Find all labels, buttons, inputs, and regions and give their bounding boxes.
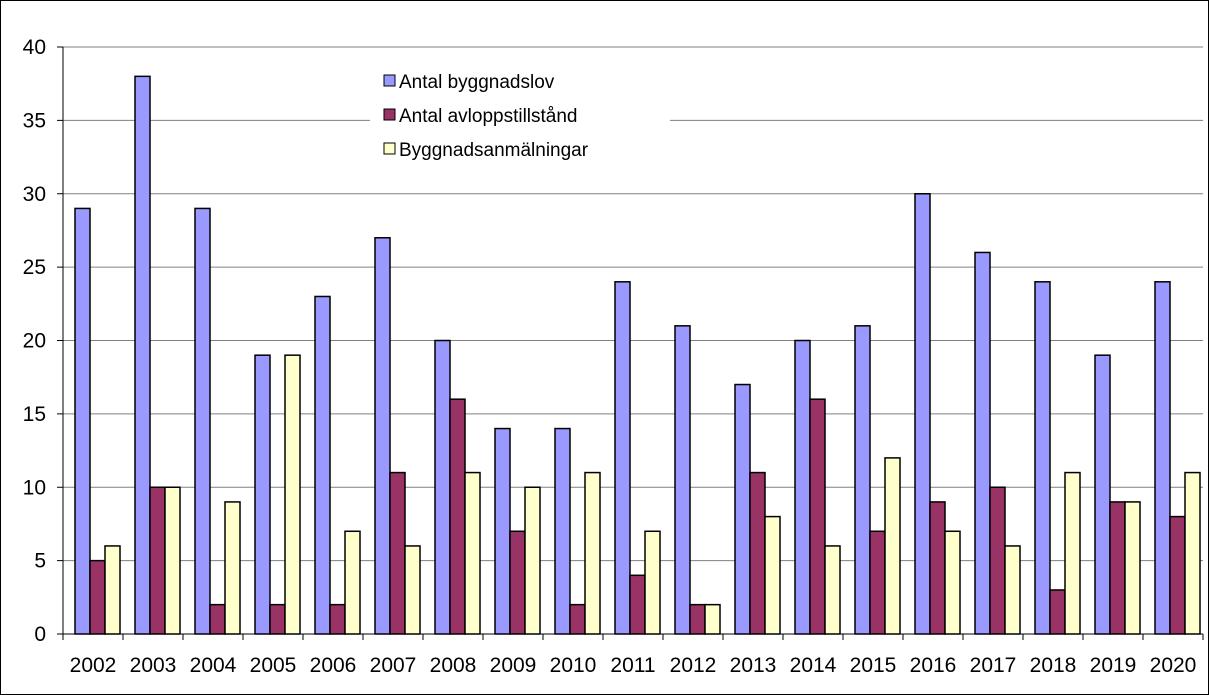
bar-2009-series-1	[509, 530, 526, 635]
bar-2017-series-1	[989, 486, 1006, 635]
x-tick-label: 2007	[370, 654, 417, 677]
x-tick-label: 2012	[670, 654, 717, 677]
y-tick-label: 20	[23, 330, 46, 353]
bar-2019-series-2	[1124, 501, 1141, 635]
x-tick-label: 2011	[610, 654, 655, 677]
bars	[74, 75, 1201, 635]
bar-2008-series-0	[434, 339, 451, 635]
x-tick-label: 2005	[250, 654, 297, 677]
x-tick-label: 2015	[850, 654, 897, 677]
y-tick-label: 35	[23, 109, 46, 132]
bar-2009-series-0	[494, 427, 511, 635]
bar-2016-series-0	[914, 193, 931, 635]
bar-2011-series-1	[629, 574, 646, 635]
bar-2002-series-0	[74, 207, 91, 635]
bar-2007-series-1	[389, 471, 406, 635]
bar-2011-series-0	[614, 281, 631, 635]
bar-2006-series-2	[344, 530, 361, 635]
bar-2005-series-0	[254, 354, 271, 635]
x-tick-label: 2008	[430, 654, 477, 677]
x-tick-label: 2009	[490, 654, 537, 677]
y-tick-label: 10	[23, 476, 46, 499]
bar-2010-series-2	[584, 471, 601, 635]
bar-2018-series-2	[1064, 471, 1081, 635]
bar-2006-series-1	[329, 603, 346, 635]
bar-2006-series-0	[314, 295, 331, 635]
x-tick-label: 2006	[310, 654, 357, 677]
x-tick-label: 2013	[730, 654, 777, 677]
bar-2010-series-0	[554, 427, 571, 635]
bar-2005-series-1	[269, 603, 286, 635]
bar-2019-series-0	[1094, 354, 1111, 635]
bar-2012-series-1	[689, 603, 706, 635]
bar-2019-series-1	[1109, 501, 1126, 635]
bar-2004-series-2	[224, 501, 241, 635]
bar-2005-series-2	[284, 354, 301, 635]
x-tick-label: 2020	[1150, 654, 1197, 677]
bar-2010-series-1	[569, 603, 586, 635]
bar-2020-series-0	[1154, 281, 1171, 635]
bar-2013-series-1	[749, 471, 766, 635]
x-tick-labels: 2002 2003 2004 2005 2006 2007 2008 2009 2010 2011…	[70, 654, 1197, 677]
y-tick-label: 0	[34, 623, 46, 646]
y-tick-label: 40	[23, 36, 46, 59]
x-tick-label: 2019	[1090, 654, 1137, 677]
bar-2003-series-2	[164, 486, 181, 635]
legend-background	[370, 63, 670, 181]
bar-2017-series-0	[974, 251, 991, 635]
legend: Antal byggnadslov Antal avloppstillstånd B…	[370, 63, 670, 181]
bar-2017-series-2	[1004, 545, 1021, 635]
x-tick-label: 2016	[910, 654, 957, 677]
bar-2016-series-1	[929, 501, 946, 635]
x-tick-label: 2017	[970, 654, 1017, 677]
x-tick-label: 2003	[130, 654, 177, 677]
bar-2014-series-2	[824, 545, 841, 635]
bar-2012-series-2	[704, 603, 721, 635]
legend-label-0: Antal byggnadslov	[399, 72, 555, 93]
x-tick-label: 2002	[70, 654, 117, 677]
legend-label-2: Byggnadsanmälningar	[399, 140, 589, 161]
y-tick-label: 30	[23, 183, 46, 206]
bar-2007-series-0	[374, 237, 391, 635]
bar-2008-series-2	[464, 471, 481, 635]
x-tick-label: 2018	[1030, 654, 1077, 677]
bar-2018-series-0	[1034, 281, 1051, 635]
bar-2002-series-1	[89, 559, 106, 635]
bar-2008-series-1	[449, 398, 466, 635]
bar-2014-series-1	[809, 398, 826, 635]
bar-2012-series-0	[674, 325, 691, 635]
bar-2002-series-2	[104, 545, 121, 635]
bar-2004-series-0	[194, 207, 211, 635]
bar-2018-series-1	[1049, 589, 1066, 635]
bar-2013-series-0	[734, 383, 751, 635]
bar-2020-series-2	[1184, 471, 1201, 635]
x-tick-label: 2010	[550, 654, 597, 677]
y-tick-labels: 0 5 10 15 20 25 30 35 40	[23, 36, 46, 646]
x-tick-label: 2004	[190, 654, 237, 677]
y-tick-label: 5	[34, 550, 46, 573]
x-tick-label: 2014	[790, 654, 837, 677]
bar-2013-series-2	[764, 515, 781, 635]
axes	[57, 46, 1204, 640]
y-tick-label: 25	[23, 256, 46, 279]
legend-swatch-0	[383, 74, 396, 87]
bar-2014-series-0	[794, 339, 811, 635]
bar-2015-series-2	[884, 457, 901, 635]
bar-2007-series-2	[404, 545, 421, 635]
bar-2015-series-0	[854, 325, 871, 635]
bar-2003-series-0	[134, 75, 151, 635]
bar-2016-series-2	[944, 530, 961, 635]
bar-2020-series-1	[1169, 515, 1186, 635]
bar-2015-series-1	[869, 530, 886, 635]
bar-2009-series-2	[524, 486, 541, 635]
y-tick-label: 15	[23, 403, 46, 426]
legend-label-1: Antal avloppstillstånd	[399, 106, 578, 127]
legend-swatch-1	[383, 108, 396, 121]
bar-2003-series-1	[149, 486, 166, 635]
bar-2011-series-2	[644, 530, 661, 635]
bar-2004-series-1	[209, 603, 226, 635]
legend-swatch-2	[383, 142, 396, 155]
